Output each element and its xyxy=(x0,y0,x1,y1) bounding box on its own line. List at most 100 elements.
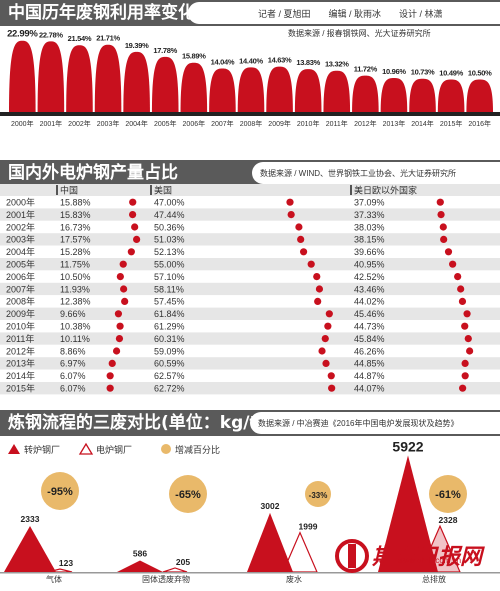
value-label: 10.49% xyxy=(439,68,463,77)
cell-value: 11.75% xyxy=(60,260,90,270)
hump-bar xyxy=(237,67,265,112)
legend-change-icon xyxy=(161,444,171,454)
value-dot xyxy=(457,285,465,293)
cell-value: 8.86% xyxy=(60,346,86,356)
value-dot xyxy=(466,347,474,355)
hump-bar xyxy=(266,66,293,112)
change-badge xyxy=(41,472,79,510)
row-year: 2011年 xyxy=(6,333,34,344)
change-label: -33% xyxy=(309,491,328,500)
chart-recycling-rate: 22.99% 22.78% 21.54% 21.71% 19.39% 17.78% 15.8… xyxy=(0,30,500,128)
table-row xyxy=(0,220,500,234)
bof-value: 2333 xyxy=(21,514,40,524)
year-tick-label: 2012年 xyxy=(354,119,377,128)
cell-value: 60.31% xyxy=(154,334,185,344)
value-dot xyxy=(436,198,444,206)
column-divider xyxy=(150,185,152,195)
cell-value: 44.02% xyxy=(354,297,385,307)
category-label: 废水 xyxy=(286,574,302,584)
value-label: 15.89% xyxy=(182,52,206,61)
cell-value: 11.93% xyxy=(60,284,90,294)
year-tick-label: 2008年 xyxy=(240,119,263,128)
row-year: 2009年 xyxy=(6,308,35,319)
year-tick-label: 2002年 xyxy=(68,119,91,128)
value-dot xyxy=(444,248,453,256)
section1-source: 数据来源 / 报春钢铁网、光大证券研究所 xyxy=(288,29,431,38)
eaf-triangle xyxy=(162,567,188,573)
bof-triangle xyxy=(247,512,293,572)
value-dot xyxy=(324,322,332,330)
legend-eaf-icon xyxy=(78,442,94,455)
value-dot xyxy=(458,297,467,305)
value-dot xyxy=(449,260,457,268)
cell-value: 6.97% xyxy=(60,359,86,369)
year-tick-label: 2004年 xyxy=(125,119,148,128)
bof-value: 586 xyxy=(133,548,147,558)
hump-bar xyxy=(323,70,351,112)
change-badge xyxy=(429,475,467,513)
table-row xyxy=(0,245,500,258)
change-label: -61% xyxy=(435,489,461,501)
category-label: 固体透废弃物 xyxy=(142,574,190,584)
cell-value: 51.03% xyxy=(154,235,185,245)
value-dot xyxy=(297,235,305,243)
value-label: 14.63% xyxy=(268,56,292,65)
cell-value: 37.33% xyxy=(354,210,385,220)
change-label: -65% xyxy=(175,489,201,501)
legend-bof-icon xyxy=(8,444,20,454)
value-dot xyxy=(464,335,472,343)
watermark-logo-icon xyxy=(335,539,369,573)
value-label: 19.39% xyxy=(125,41,149,50)
value-label: 10.50% xyxy=(468,68,492,77)
cell-value: 38.03% xyxy=(354,222,385,232)
hump-bar xyxy=(9,40,36,112)
legend-eaf-label: 电炉钢厂 xyxy=(96,444,132,455)
baseline xyxy=(0,112,500,116)
cell-value: 58.11% xyxy=(154,284,184,294)
cell-value: 61.29% xyxy=(154,322,185,332)
eaf-value: 2328 xyxy=(439,515,458,525)
value-dot xyxy=(325,310,333,318)
hump-bar xyxy=(409,78,436,112)
section2-source-pill: 数据来源 / WIND、世界钢铁工业协会、光大证券研究所 xyxy=(252,162,500,184)
row-year: 2013年 xyxy=(6,358,35,369)
table-row xyxy=(0,382,500,395)
value-dot xyxy=(315,285,324,293)
value-dot xyxy=(327,372,335,380)
value-label: 13.32% xyxy=(325,60,349,69)
eaf-value: 205 xyxy=(176,557,190,567)
cell-value: 62.72% xyxy=(154,384,185,394)
value-label: 22.78% xyxy=(39,30,63,39)
hump-bar xyxy=(294,69,322,112)
cell-value: 50.36% xyxy=(154,222,185,232)
cell-value: 9.66% xyxy=(60,309,86,319)
cell-value: 55.00% xyxy=(154,260,185,270)
section3-title: 炼钢流程的三废对比(单位：kg/t) xyxy=(8,413,266,433)
value-dot xyxy=(120,285,128,293)
value-dot xyxy=(463,310,471,318)
value-label: 13.83% xyxy=(296,58,320,67)
hump-bar xyxy=(123,51,150,112)
cell-value: 38.15% xyxy=(354,235,385,245)
section3-source-pill: 数据来源 / 中冶赛迪《2016年中国电炉发展现状及趋势》 xyxy=(250,412,500,434)
hump-bar xyxy=(94,44,122,112)
value-label: 14.40% xyxy=(239,56,263,65)
value-dot xyxy=(114,310,123,318)
value-dot xyxy=(286,198,294,206)
cell-value: 10.38% xyxy=(60,322,91,332)
value-label: 21.71% xyxy=(96,34,120,43)
row-year: 2010年 xyxy=(6,321,35,332)
cell-value: 12.38% xyxy=(60,297,91,307)
value-dot xyxy=(459,384,467,392)
row-year: 2006年 xyxy=(6,271,35,282)
category-label: 总排放 xyxy=(422,574,446,584)
value-dot xyxy=(116,322,124,330)
table-row xyxy=(0,208,500,221)
section2-title: 国内外电炉钢产量占比 xyxy=(8,163,178,183)
value-dot xyxy=(131,223,139,231)
cell-value: 57.10% xyxy=(154,272,185,282)
row-year: 2008年 xyxy=(6,296,35,307)
table-row xyxy=(0,270,500,283)
section1-credits-pill: 记者 / 夏旭田 编辑 / 耿雨冰 设计 / 林潇 xyxy=(188,2,500,24)
category-label: 气体 xyxy=(46,574,62,584)
